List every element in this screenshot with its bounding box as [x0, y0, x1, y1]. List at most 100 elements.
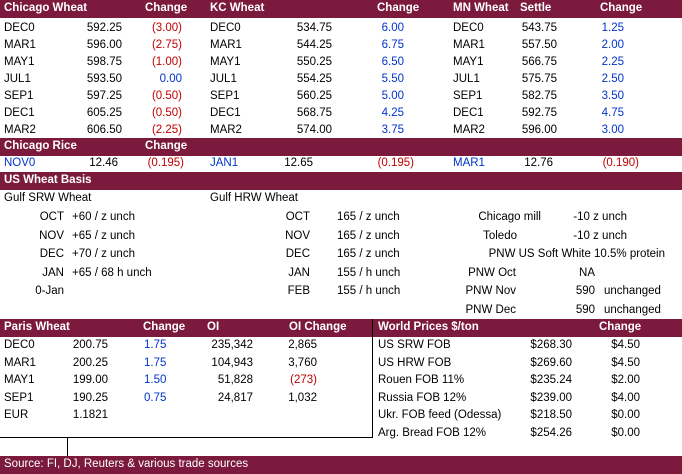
hrw-month: DEC: [285, 248, 310, 260]
kc-month: MAY1: [210, 56, 241, 68]
hrw-value: 155 / h unch: [337, 266, 401, 279]
paris-change-header: Change: [143, 321, 186, 333]
pnw-value: NA: [579, 266, 595, 279]
chicago-month: SEP1: [4, 90, 34, 102]
mn-change: 2.00: [601, 39, 624, 51]
mn-change: 3.00: [601, 124, 624, 136]
chicago-month: DEC0: [4, 22, 35, 34]
mn-price: 543.75: [521, 22, 557, 34]
hrw-value: 165 / z unch: [337, 248, 400, 260]
paris-month: SEP1: [4, 391, 34, 404]
pnw-value: [560, 245, 595, 263]
chicago-month: JUL1: [4, 73, 31, 85]
rice-price-2: 12.65: [284, 157, 313, 169]
chicago-month: MAR1: [4, 39, 36, 51]
kc-price: 568.75: [296, 107, 332, 119]
kc-price: 574.00: [296, 124, 332, 136]
mn-change-header: Change: [600, 2, 643, 14]
hrw-month: OCT: [285, 211, 310, 223]
chicago-wheat-header: Chicago Wheat: [4, 2, 88, 14]
rice-change-2: (0.195): [377, 157, 414, 169]
mn-month: DEC1: [453, 107, 484, 119]
mn-settle-header: Settle: [520, 2, 552, 14]
world-price: $268.30: [530, 339, 572, 351]
paris-change: 1.75: [144, 339, 167, 351]
mn-change: 2.50: [601, 73, 624, 85]
paris-price: 190.25: [72, 391, 108, 404]
rice-change-1: (0.195): [147, 157, 184, 169]
basis-title: US Wheat Basis: [4, 174, 92, 186]
paris-oi-change: 1,032: [288, 391, 317, 404]
paris-oi-change-header: OI Change: [289, 321, 347, 333]
kc-month: SEP1: [210, 90, 240, 102]
hrw-month: [260, 301, 310, 319]
chicago-change: (2.25): [151, 124, 182, 136]
paris-price: 200.25: [72, 356, 108, 369]
world-left-border: [372, 319, 373, 438]
chicago-price: 598.75: [86, 56, 122, 68]
rice-price-1: 12.46: [89, 157, 118, 169]
chicago-month: MAR2: [4, 124, 36, 136]
hrw-value: 165 / z unch: [337, 229, 400, 242]
paris-oi-change: (273): [290, 374, 317, 386]
kc-change: 6.50: [381, 56, 404, 68]
pnw-unit: unchanged: [604, 285, 661, 297]
srw-month: DEC: [39, 248, 64, 260]
paris-price: 199.00: [72, 374, 108, 386]
chicago-month: MAY1: [4, 56, 35, 68]
world-price: $254.26: [530, 426, 572, 439]
mn-month: SEP1: [453, 90, 483, 102]
chicago-price: 597.25: [86, 90, 122, 102]
futures-header: Chicago Wheat Change KC Wheat Change MN …: [0, 0, 682, 18]
world-name: Ukr. FOB feed (Odessa): [378, 409, 502, 421]
paris-oi: 51,828: [217, 374, 253, 386]
world-name: Russia FOB 12%: [378, 391, 467, 404]
kc-month: MAR2: [210, 124, 242, 136]
paris-month: MAR1: [4, 356, 36, 369]
rice-month-3: MAR1: [453, 157, 485, 169]
kc-month: DEC0: [210, 22, 241, 34]
rice-month-2: JAN1: [210, 157, 239, 169]
hrw-month: JAN: [288, 266, 310, 279]
world-price: $239.00: [530, 391, 572, 404]
world-name: US SRW FOB: [378, 339, 451, 351]
pnw-value: 590: [575, 303, 595, 316]
kc-month: MAR1: [210, 39, 242, 51]
srw-month: NOV: [39, 229, 64, 242]
pnw-label: Toledo: [483, 229, 517, 242]
pnw-label: PNW US Soft White 10.5% protein: [488, 248, 665, 260]
gulf-hrw-label: Gulf HRW Wheat: [210, 192, 298, 204]
mn-price: 582.75: [521, 90, 557, 102]
pnw-value: -10 z unch: [573, 211, 627, 223]
srw-month: 0-Jan: [35, 285, 64, 297]
paris-month: DEC0: [4, 339, 35, 351]
paris-oi-header: OI: [207, 321, 220, 333]
kc-month: DEC1: [210, 107, 241, 119]
kc-change-header: Change: [377, 2, 420, 14]
paris-oi-change: 2,865: [288, 339, 317, 351]
kc-change: 5.50: [381, 73, 404, 85]
kc-price: 534.75: [296, 22, 332, 34]
chicago-price: 592.25: [86, 22, 122, 34]
mn-price: 566.75: [521, 56, 557, 68]
pnw-label: PNW Dec: [465, 303, 516, 316]
pnw-value: -10 z unch: [573, 229, 627, 242]
world-header: World Prices $/ton Change: [373, 319, 682, 337]
chicago-change: (3.00): [151, 22, 182, 34]
world-change: $4.50: [611, 356, 640, 369]
pnw-label: Chicago mill: [478, 211, 541, 223]
rice-change-header: Change: [145, 140, 188, 152]
eur-value: 1.1821: [72, 409, 108, 421]
paris-title: Paris Wheat: [4, 321, 70, 333]
world-change: $4.00: [611, 391, 640, 404]
kc-change: 5.00: [381, 90, 404, 102]
world-change: $0.00: [611, 426, 640, 439]
world-name: Rouen FOB 11%: [378, 374, 465, 386]
chicago-change: (0.50): [151, 90, 182, 102]
world-title: World Prices $/ton: [378, 321, 479, 333]
basis-header: US Wheat Basis: [0, 172, 682, 190]
source-footer: Source: FI, DJ, Reuters & various trade …: [0, 456, 682, 474]
mn-change: 3.50: [601, 90, 624, 102]
chicago-change: (1.00): [151, 56, 182, 68]
mn-change: 2.25: [601, 56, 624, 68]
